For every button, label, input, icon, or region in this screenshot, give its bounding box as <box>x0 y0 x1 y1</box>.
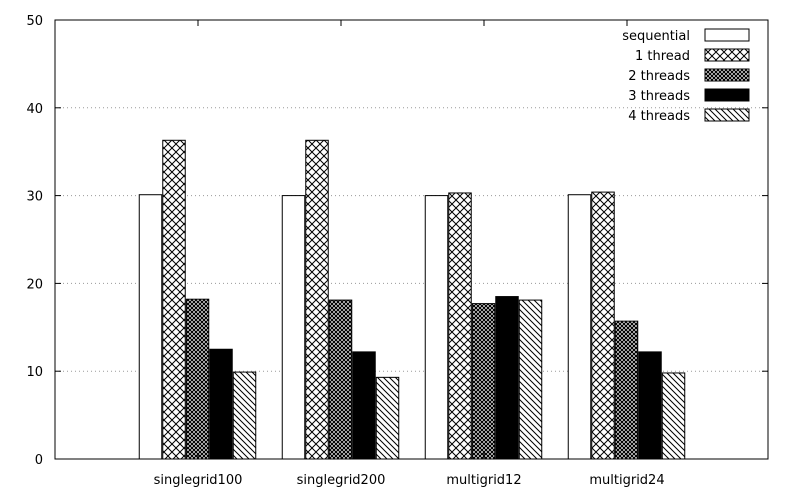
legend-swatch-2-threads <box>704 68 750 82</box>
bars <box>138 139 686 460</box>
bar-singlegrid200-4-threads <box>375 376 400 460</box>
y-tick-label: 0 <box>35 453 43 468</box>
y-tick-label: 20 <box>26 277 43 292</box>
bar-multigrid24-sequential <box>567 194 592 460</box>
x-tick-label: singlegrid100 <box>154 473 243 488</box>
y-tick-label: 30 <box>26 190 43 205</box>
y-axis: 0 10 20 30 40 50 <box>26 14 768 468</box>
bar-singlegrid100-2-threads <box>185 298 210 460</box>
gridlines <box>55 107 768 372</box>
y-tick-label: 10 <box>26 365 43 380</box>
x-tick-label: singlegrid200 <box>297 473 386 488</box>
bar-multigrid12-sequential <box>424 195 449 460</box>
legend-swatch-3-threads <box>704 88 750 102</box>
x-axis: singlegrid100 singlegrid200 multigrid12 mul… <box>154 20 665 488</box>
y-tick-label: 40 <box>26 102 43 117</box>
legend-label: 3 threads <box>628 89 690 104</box>
bar-singlegrid200-1-thread <box>305 139 329 460</box>
legend-swatch-sequential <box>704 28 750 42</box>
legend-label: sequential <box>622 29 690 44</box>
y-tick-label: 50 <box>26 14 43 29</box>
bar-singlegrid200-2-threads <box>328 299 353 460</box>
bar-multigrid12-1-thread <box>448 192 472 460</box>
legend-swatch-4-threads <box>704 108 750 122</box>
legend: sequential 1 thread 2 threads 3 threads 4 th… <box>622 28 750 124</box>
legend-label: 2 threads <box>628 69 690 84</box>
bar-multigrid24-4-threads <box>661 372 686 460</box>
bar-singlegrid100-3-threads <box>209 348 233 460</box>
bar-singlegrid100-4-threads <box>232 371 257 460</box>
legend-label: 4 threads <box>628 109 690 124</box>
bar-multigrid24-1-thread <box>591 191 615 460</box>
bar-singlegrid200-3-threads <box>352 351 376 460</box>
bar-multigrid12-4-threads <box>518 299 543 460</box>
bar-singlegrid100-1-thread <box>162 139 186 460</box>
plot-frame <box>54 19 769 460</box>
bar-singlegrid200-sequential <box>281 195 306 460</box>
bar-multigrid12-2-threads <box>471 303 496 460</box>
x-tick-label: multigrid12 <box>446 473 521 488</box>
bar-singlegrid100-sequential <box>138 194 163 460</box>
legend-label: 1 thread <box>635 49 690 64</box>
bar-multigrid12-3-threads <box>495 296 519 460</box>
bar-multigrid24-2-threads <box>614 320 639 460</box>
x-tick-label: multigrid24 <box>589 473 664 488</box>
bar-multigrid24-3-threads <box>638 351 662 460</box>
legend-swatch-1-thread <box>704 48 750 62</box>
